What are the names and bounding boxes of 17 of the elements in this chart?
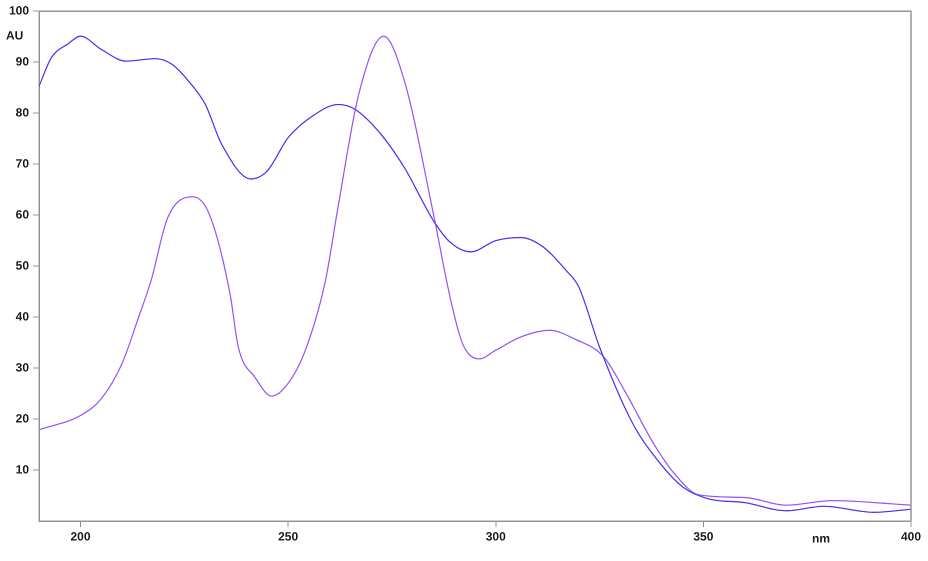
y-tick-label: 90: [16, 54, 30, 68]
y-tick-label: 40: [16, 309, 30, 324]
y-tick-label: 10: [16, 462, 30, 476]
y-axis-title: AU: [6, 28, 24, 43]
y-tick-label: 30: [16, 360, 30, 374]
x-tick-label: 300: [486, 530, 506, 544]
x-tick-label: 200: [70, 530, 91, 544]
y-tick-label: 50: [16, 258, 30, 272]
y-tick-label: 60: [16, 207, 30, 222]
y-tick-label: 70: [16, 156, 30, 170]
y-tick-label: 80: [16, 105, 30, 120]
x-tick-label: 250: [278, 530, 298, 544]
y-tick-label: 100: [8, 4, 30, 18]
y-tick-label: 20: [16, 411, 30, 426]
x-tick-label: 350: [693, 530, 714, 544]
x-tick-label: 400: [900, 530, 922, 544]
x-axis-title: nm: [812, 531, 830, 546]
